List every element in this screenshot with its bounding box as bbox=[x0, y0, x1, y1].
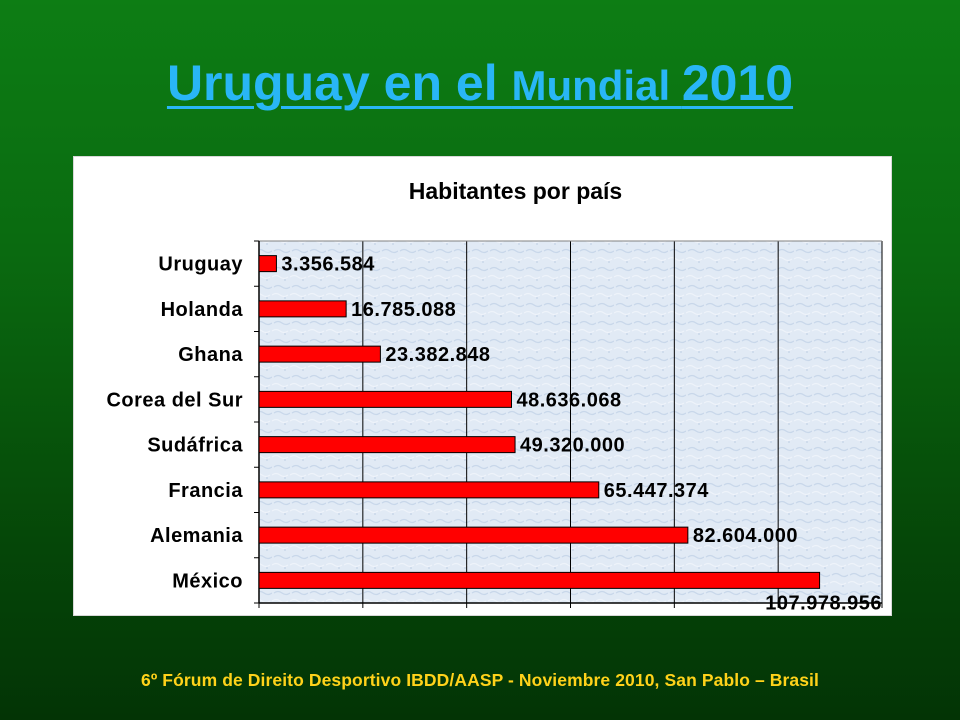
category-label-1: Holanda bbox=[161, 299, 244, 321]
data-label-7: 107.978.956 bbox=[765, 592, 882, 614]
category-label-2: Ghana bbox=[178, 344, 243, 366]
bar-4 bbox=[258, 436, 516, 454]
slide-title-link[interactable]: Uruguay en el Mundial 2010 bbox=[167, 58, 793, 108]
category-label-0: Uruguay bbox=[158, 254, 243, 276]
gridlines bbox=[259, 240, 883, 603]
data-label-1: 16.785.088 bbox=[351, 299, 456, 321]
title-part-2: Mundial bbox=[511, 62, 682, 109]
chart-title: Habitantes por país bbox=[409, 178, 622, 204]
title-part-1: Uruguay en el bbox=[166, 55, 512, 111]
bars bbox=[258, 255, 821, 589]
category-label-3: Corea del Sur bbox=[106, 389, 243, 411]
bar-6 bbox=[258, 526, 689, 544]
category-label-6: Alemania bbox=[150, 525, 243, 547]
bar-3 bbox=[258, 390, 513, 408]
bar-5 bbox=[258, 481, 600, 499]
data-label-2: 23.382.848 bbox=[385, 344, 490, 366]
bar-2 bbox=[258, 345, 381, 363]
data-label-5: 65.447.374 bbox=[604, 480, 709, 502]
bar-0 bbox=[258, 255, 277, 273]
footer-text: 6º Fórum de Direito Desportivo IBDD/AASP… bbox=[141, 670, 819, 690]
population-bar-chart: Habitantes por país Uruguay Holanda Ghana C… bbox=[106, 178, 883, 615]
slide-title: Uruguay en el Mundial 2010 bbox=[0, 58, 960, 108]
data-label-3: 48.636.068 bbox=[517, 389, 622, 411]
title-part-3: 2010 bbox=[681, 55, 794, 111]
bar-1 bbox=[258, 300, 347, 318]
chart-frame: Habitantes por país Uruguay Holanda Ghana C… bbox=[73, 156, 892, 616]
category-label-7: México bbox=[172, 570, 243, 592]
data-labels: 3.356.584 16.785.088 23.382.848 48.636.068 4… bbox=[281, 254, 882, 615]
category-label-4: Sudáfrica bbox=[147, 435, 243, 457]
data-label-0: 3.356.584 bbox=[281, 254, 375, 276]
category-label-5: Francia bbox=[168, 480, 243, 502]
bar-7 bbox=[258, 571, 821, 589]
category-labels: Uruguay Holanda Ghana Corea del Sur Sudáfric… bbox=[106, 254, 244, 593]
data-label-6: 82.604.000 bbox=[693, 525, 798, 547]
data-label-4: 49.320.000 bbox=[520, 435, 625, 457]
